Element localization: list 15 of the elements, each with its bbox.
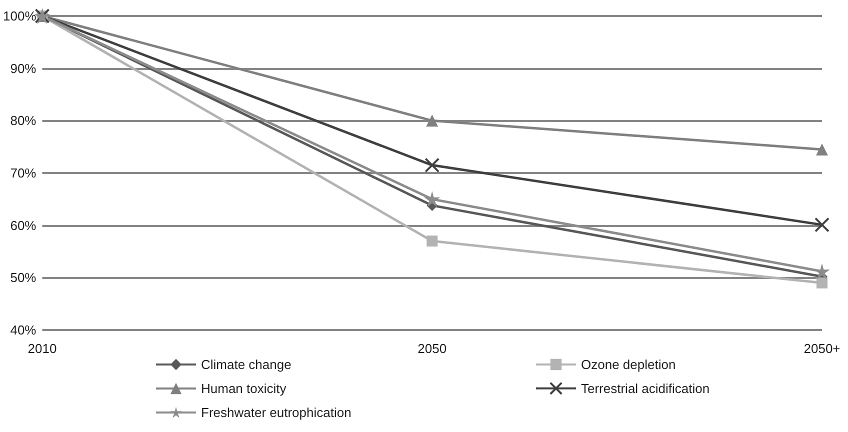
y-tick-label: 100% <box>3 8 37 24</box>
y-tick-label: 50% <box>10 270 37 286</box>
y-tick-label: 40% <box>10 322 37 338</box>
legend-label: Freshwater eutrophication <box>201 405 352 420</box>
x-tick-label: 2010 <box>28 341 57 356</box>
legend-label: Human toxicity <box>201 381 287 396</box>
y-tick-label: 80% <box>10 113 37 128</box>
legend-label: Terrestrial acidification <box>581 380 710 396</box>
y-tick-label: 90% <box>10 60 37 76</box>
legend-label: Ozone depletion <box>581 357 676 372</box>
y-tick-label: 60% <box>10 218 37 233</box>
x-tick-label: 2050 <box>418 341 447 356</box>
y-tick-label: 70% <box>10 166 37 180</box>
legend-label: Climate change <box>201 357 292 372</box>
x-tick-label: 2050+ <box>804 341 840 356</box>
